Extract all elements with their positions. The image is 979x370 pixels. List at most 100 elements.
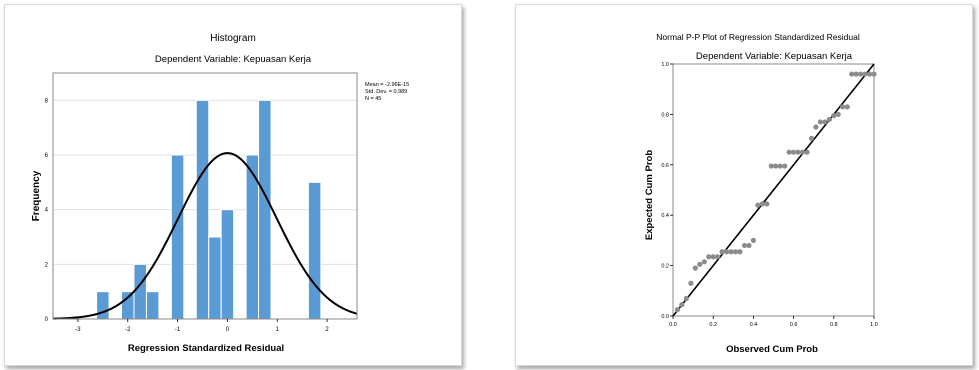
pp-plot-point	[688, 280, 694, 286]
pp-plot-point	[768, 163, 774, 169]
pp-plot-point	[692, 265, 698, 271]
pp-plot-panel: Normal P-P Plot of Regression Standardiz…	[515, 4, 973, 366]
pp-plot-point	[840, 104, 846, 110]
pp-plot-point	[804, 149, 810, 155]
histogram-plot-frame	[52, 72, 358, 320]
histogram-normal-curve	[52, 152, 358, 320]
histogram-stat-sd: Std. Dev. = 0.989	[365, 89, 407, 95]
pp-plot-point	[866, 71, 873, 77]
pp-plot-point	[706, 254, 712, 260]
pp-plot-y-axis-label: Expected Cum Prob	[644, 150, 655, 240]
pp-plot-point	[715, 254, 721, 260]
histogram-bar	[170, 154, 185, 320]
histogram-bar	[133, 263, 147, 320]
pp-plot-point	[808, 135, 815, 141]
histogram-y-tick-label: 0	[45, 317, 49, 323]
pp-plot-point	[764, 201, 770, 207]
histogram-stats-box: Mean = -2.96E-15 Std. Dev. = 0.989 N = 4…	[365, 82, 409, 102]
histogram-plot-area: 0 2 4 6 8 -3 -2 -1 0 1 2	[45, 72, 358, 333]
pp-plot-point	[795, 149, 801, 155]
pp-plot-point	[791, 149, 797, 155]
histogram-bar	[96, 291, 110, 320]
histogram-subtitle: Dependent Variable: Kepuasan Kerja	[155, 54, 312, 65]
pp-plot-point	[826, 116, 832, 123]
pp-plot-x-tick-label: 1.0	[870, 322, 878, 328]
histogram-chart: Histogram Dependent Variable: Kepuasan K…	[31, 33, 409, 354]
pp-plot-point	[674, 307, 681, 313]
pp-plot-y-tick-label: 1.0	[661, 62, 669, 68]
pp-plot-point	[871, 71, 877, 77]
pp-plot-x-tick-label: 0.2	[709, 322, 717, 328]
pp-plot-point	[831, 113, 837, 119]
histogram-bar	[307, 181, 322, 320]
pp-plot-title: Normal P-P Plot of Regression Standardiz…	[656, 32, 860, 42]
pp-plot-point	[782, 163, 788, 169]
pp-plot-x-tick-label: 0.0	[669, 322, 677, 328]
pp-plot-point	[857, 71, 864, 77]
histogram-x-axis-label: Regression Standardized Residual	[128, 343, 284, 354]
pp-plot-point	[679, 302, 685, 308]
histogram-x-tick-label: -2	[125, 327, 131, 333]
histogram-x-tick-label: 2	[325, 327, 329, 333]
pp-plot-point	[813, 124, 819, 130]
histogram-x-tick-label: 0	[226, 327, 230, 333]
histogram-y-tick-label: 2	[45, 262, 49, 268]
pp-plot-point	[773, 163, 779, 169]
pp-plot-point	[697, 261, 703, 267]
histogram-y-tick-label: 8	[45, 98, 49, 104]
pp-plot-x-axis-label: Observed Cum Prob	[726, 344, 818, 355]
pp-plot-y-tick-label: 0.6	[661, 163, 669, 169]
histogram-stat-mean: Mean = -2.96E-15	[365, 82, 409, 88]
pp-plot-point	[759, 201, 765, 207]
pp-plot-point	[732, 249, 739, 255]
pp-plot-point	[710, 254, 716, 260]
pp-plot-point	[786, 149, 792, 155]
pp-plot-point	[746, 242, 752, 249]
pp-plot-y-tick-label: 0.8	[661, 112, 669, 118]
pp-plot-point	[844, 104, 850, 110]
pp-plot-x-tick-label: 0.6	[790, 322, 798, 328]
pp-plot-point	[817, 119, 823, 125]
histogram-bar	[258, 99, 272, 320]
histogram-bar	[220, 209, 235, 320]
histogram-x-tick-label: -3	[75, 327, 81, 333]
pp-plot-point	[862, 71, 868, 77]
pp-plot-point	[724, 249, 730, 255]
pp-plot-point	[799, 149, 806, 155]
pp-plot-point	[741, 242, 748, 249]
pp-plot-x-tick-label: 0.8	[830, 322, 838, 328]
pp-plot-point	[755, 202, 761, 208]
pp-plot-x-tick-label: 0.4	[750, 322, 758, 328]
histogram-y-tick-label: 4	[45, 208, 49, 214]
pp-plot-point	[750, 237, 756, 243]
pp-plot-frame	[672, 63, 875, 317]
pp-plot-point	[737, 249, 743, 255]
histogram-panel: Histogram Dependent Variable: Kepuasan K…	[4, 4, 462, 366]
pp-plot-point	[777, 163, 783, 169]
histogram-bar	[195, 99, 210, 320]
histogram-x-tick-label: 1	[276, 327, 280, 333]
pp-plot-y-tick-label: 0.2	[661, 264, 669, 270]
pp-plot-reference-line	[672, 63, 875, 317]
pp-plot-point	[728, 249, 734, 255]
pp-plot-point	[701, 259, 707, 265]
pp-plot-y-tick-label: 0.4	[661, 213, 669, 219]
pp-plot-point	[683, 295, 690, 301]
pp-plot-y-tick-label: 0.0	[661, 314, 669, 320]
pp-plot-chart: Normal P-P Plot of Regression Standardiz…	[644, 32, 878, 355]
pp-plot-point	[835, 111, 841, 117]
histogram-bar	[208, 236, 222, 320]
pp-plot-point	[719, 249, 725, 255]
pp-plot-point	[853, 71, 859, 77]
histogram-y-axis-label: Frequency	[31, 170, 42, 221]
histogram-y-tick-label: 6	[45, 153, 49, 159]
histogram-x-tick-label: -1	[175, 327, 181, 333]
pp-plot-point	[849, 71, 855, 77]
pp-plot-area: 0.0 0.2 0.4 0.6 0.8 1.0 0.0 0.2 0.4 0.6 0.8 1.0	[661, 62, 877, 328]
pp-plot-point	[822, 119, 828, 125]
pp-plot-subtitle: Dependent Variable: Kepuasan Kerja	[696, 51, 853, 62]
histogram-title: Histogram	[210, 33, 256, 44]
histogram-bar	[121, 291, 135, 320]
histogram-bar	[145, 291, 160, 320]
histogram-stat-n: N = 45	[365, 96, 381, 102]
